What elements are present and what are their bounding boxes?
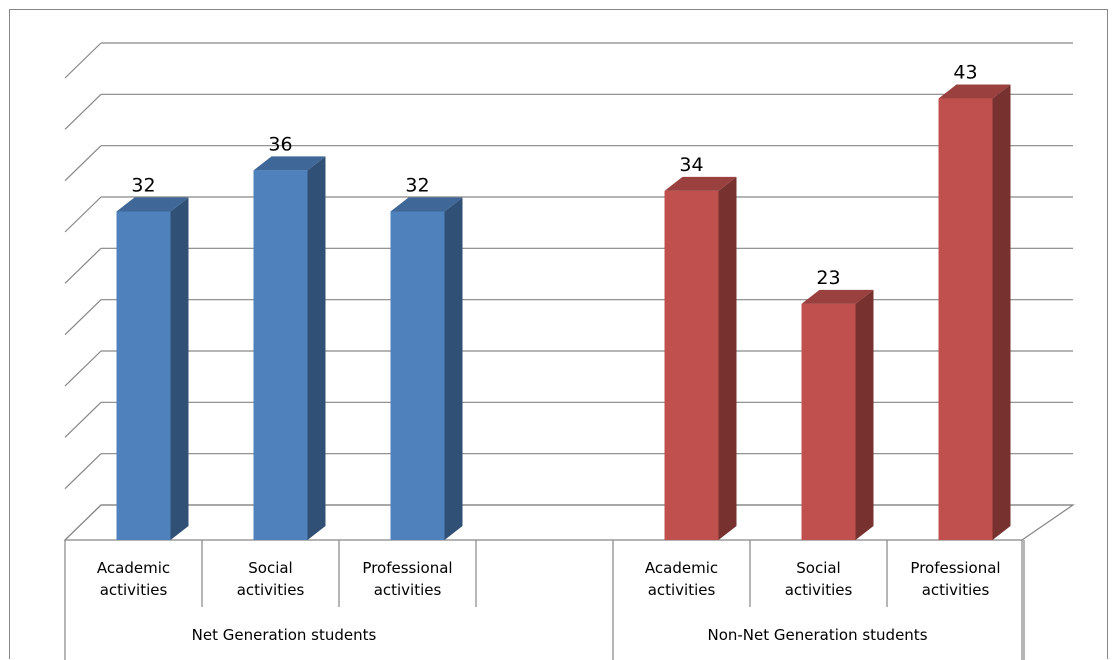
bar-side [170,197,189,540]
gridline-side [64,401,102,438]
group-label: Non-Net Generation students [707,626,927,644]
data-label: 43 [953,62,977,84]
bar-top [253,156,326,171]
category-label: Professional activities [362,559,452,599]
group-label: Net Generation students [192,626,377,644]
data-label: 23 [816,267,840,289]
gridline-side [64,350,102,387]
bar-side [992,84,1011,541]
data-label: 36 [268,133,292,155]
bar-side [307,156,326,540]
category-label: Social activities [237,559,305,599]
data-label: 32 [405,174,429,196]
data-label: 32 [131,174,155,196]
category-label: Academic activities [645,559,718,599]
bar-side [444,197,463,540]
gridline-side [64,247,102,284]
bar-top [390,197,463,212]
bar [253,170,308,540]
bar-top [938,84,1011,99]
bar-side [855,289,874,540]
bar-chart: 32 36 32 34 23 43 Academic activities Social acti… [63,42,1075,660]
bar [664,190,719,540]
bar [801,303,856,540]
gridline-side [64,93,102,130]
bar-side [718,176,737,540]
bar-top [664,176,737,191]
gridline-side [64,145,102,182]
bar [938,98,993,541]
bar-top [801,289,874,304]
gridline-side [64,453,102,490]
bar [390,211,445,540]
bar-top [116,197,189,212]
gridline-side [64,196,102,233]
chart-frame: 32 36 32 34 23 43 Academic activities Social acti… [9,9,1108,660]
gridline-side [64,299,102,336]
category-label: Academic activities [97,559,170,599]
category-label: Professional activities [910,559,1000,599]
category-label: Social activities [785,559,853,599]
chart-floor [63,504,1075,541]
data-label: 34 [679,154,703,176]
gridline-side [64,42,102,79]
bar [116,211,171,540]
